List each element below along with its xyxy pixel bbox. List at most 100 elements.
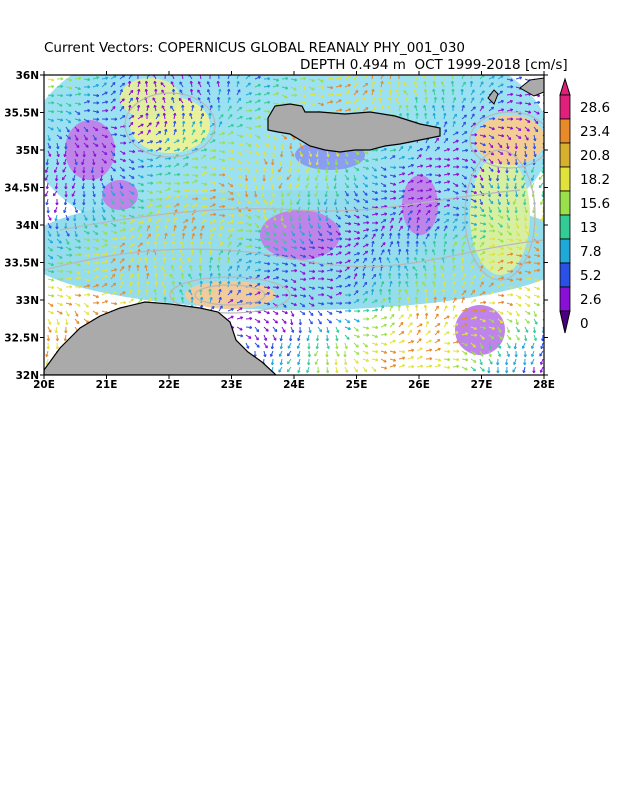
vector-arrow — [515, 126, 522, 131]
vector-arrow — [128, 198, 135, 204]
vector-arrow — [297, 358, 301, 366]
vector-arrow — [279, 358, 283, 366]
vector-arrow — [56, 302, 63, 306]
vector-arrow — [434, 338, 441, 344]
vector-arrow — [308, 269, 316, 274]
vector-arrow — [56, 230, 60, 238]
vector-arrow — [423, 272, 428, 280]
vector-arrow — [54, 182, 59, 190]
vector-arrow — [423, 80, 427, 88]
vector-arrow — [452, 280, 456, 288]
vector-arrow — [362, 96, 366, 104]
vector-arrow — [227, 166, 234, 171]
vector-arrow — [524, 326, 529, 333]
vector-arrow — [281, 86, 289, 90]
y-tick-label: 33.5N — [4, 258, 39, 270]
vector-arrow — [171, 96, 175, 104]
vector-arrow — [271, 182, 275, 190]
units-label: [cm/s] — [524, 57, 568, 73]
vector-arrow — [110, 126, 118, 130]
vector-arrow — [54, 174, 59, 182]
vector-arrow — [443, 233, 448, 240]
vector-arrow — [344, 158, 349, 165]
vector-arrow — [378, 272, 382, 280]
vector-arrow — [263, 269, 271, 273]
vector-arrow — [371, 221, 379, 225]
vector-arrow — [137, 139, 144, 144]
vector-arrow — [209, 173, 217, 177]
vector-arrow — [371, 334, 378, 339]
vector-arrow — [263, 326, 269, 332]
vector-arrow — [407, 322, 413, 328]
vector-arrow — [506, 222, 511, 229]
vector-arrow — [137, 198, 144, 203]
vector-arrow — [110, 90, 116, 96]
vector-arrow — [461, 104, 465, 112]
vector-arrow — [136, 75, 140, 80]
vector-arrow — [128, 249, 133, 256]
vector-arrow — [254, 190, 258, 198]
vector-arrow — [74, 92, 82, 96]
vector-arrow — [82, 190, 86, 198]
vector-arrow — [487, 366, 491, 374]
vector-arrow — [380, 323, 387, 328]
vector-arrow — [245, 126, 253, 130]
vector-arrow — [110, 273, 116, 280]
vector-arrow — [72, 198, 76, 206]
vector-arrow — [83, 261, 91, 265]
vector-arrow — [407, 329, 413, 336]
vector-arrow — [146, 129, 151, 136]
vector-arrow — [451, 104, 455, 112]
vector-arrow — [101, 182, 106, 189]
vector-arrow — [227, 157, 235, 161]
vector-arrow — [398, 314, 404, 320]
vector-arrow — [74, 253, 82, 257]
vector-arrow — [199, 120, 203, 128]
vector-arrow — [290, 318, 294, 326]
vector-arrow — [56, 277, 64, 281]
vector-arrow — [533, 126, 539, 133]
vector-arrow — [179, 265, 184, 272]
vector-arrow — [326, 301, 334, 306]
vector-arrow — [82, 166, 86, 174]
vector-arrow — [333, 174, 337, 182]
vector-arrow — [425, 233, 430, 240]
vector-arrow — [414, 272, 419, 280]
vector-arrow — [353, 281, 358, 288]
vector-arrow — [530, 342, 535, 349]
vector-arrow — [443, 225, 448, 232]
vector-arrow — [362, 190, 368, 196]
crete-island — [267, 103, 441, 153]
vector-arrow — [452, 357, 460, 362]
vector-arrow — [163, 296, 167, 304]
vector-arrow — [254, 83, 261, 88]
vector-arrow — [278, 350, 283, 357]
vector-arrow — [371, 106, 377, 112]
vector-arrow — [101, 252, 109, 256]
vector-arrow — [245, 265, 251, 272]
vector-arrow — [173, 128, 177, 136]
vector-arrow — [47, 246, 53, 252]
vector-arrow — [397, 280, 402, 288]
vector-arrow — [443, 349, 451, 354]
vector-arrow — [461, 148, 469, 153]
vector-arrow — [461, 165, 469, 169]
vector-arrow — [407, 224, 411, 232]
vector-arrow — [101, 91, 108, 96]
vector-arrow — [173, 148, 181, 152]
vector-arrow — [443, 240, 447, 248]
vector-arrow — [119, 242, 126, 248]
vector-arrow — [218, 204, 226, 209]
vector-arrow — [389, 358, 397, 362]
vector-arrow — [198, 272, 203, 280]
vector-arrow — [452, 314, 458, 320]
vector-arrow — [272, 230, 277, 237]
vector-arrow — [288, 166, 292, 174]
vector-arrow — [461, 296, 465, 304]
vector-arrow — [415, 232, 420, 240]
vector-arrow — [254, 134, 261, 139]
vector-arrow — [272, 246, 279, 251]
vector-arrow — [522, 190, 526, 198]
vector-arrow — [290, 150, 295, 157]
vector-arrow — [263, 91, 270, 96]
